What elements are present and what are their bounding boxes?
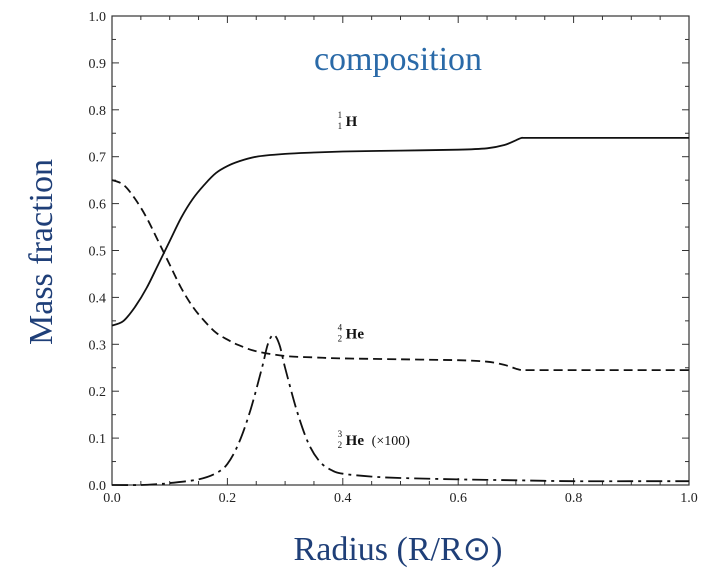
x-tick-label: 0.2 [219, 491, 237, 506]
series-line-4he [111, 179, 689, 372]
y-tick-label: 0.9 [89, 57, 107, 72]
series-label-3he: 32 He (×100) [338, 429, 411, 450]
series-label-element: He [346, 327, 365, 343]
y-tick-label: 0.3 [89, 338, 107, 353]
x-tick-label: 1.0 [680, 491, 698, 506]
x-tick-label: 0.8 [565, 491, 583, 506]
series-label-mass-number: 4 [338, 323, 343, 333]
series-label-element: H [346, 114, 358, 130]
y-tick-label: 0.7 [89, 151, 107, 166]
y-tick-label: 0.8 [89, 104, 107, 119]
x-axis-title: Radius (R/R⊙) [294, 531, 503, 568]
x-tick-label: 0.6 [449, 491, 467, 506]
series-label-mass-number: 1 [338, 110, 343, 120]
series-label-atomic-number: 1 [338, 121, 343, 131]
series-label-note: (×100) [372, 434, 411, 449]
series-lines [111, 136, 689, 486]
series-label-element: He [346, 433, 365, 449]
series-line-1h [111, 136, 689, 327]
y-tick-label: 0.6 [89, 198, 107, 213]
y-tick-label: 0.4 [89, 291, 107, 306]
series-label-atomic-number: 2 [338, 334, 343, 344]
y-axis-title: Mass fraction [23, 159, 60, 345]
series-line-3he [111, 333, 689, 486]
y-tick-label: 0.1 [89, 432, 107, 447]
plot-frame [111, 15, 690, 486]
y-tick-label: 0.0 [89, 479, 107, 494]
y-tick-label: 0.2 [89, 385, 107, 400]
y-tick-label: 1.0 [89, 10, 107, 25]
tick-labels: 0.0 0.1 0.2 0.3 0.4 0.5 0.6 0.7 0.8 0.9 1.0 0.0 0.2 0… [89, 10, 698, 506]
y-tick-label: 0.5 [89, 245, 107, 260]
series-label-mass-number: 3 [338, 429, 343, 439]
x-tick-label: 0.0 [103, 491, 121, 506]
x-tick-label: 0.4 [334, 491, 352, 506]
series-label-4he: 42 He [338, 323, 365, 344]
series-label-atomic-number: 2 [338, 440, 343, 450]
tick-marks [111, 15, 690, 486]
series-label-1h: 11 H [338, 110, 358, 131]
chart-title: composition [314, 41, 482, 78]
